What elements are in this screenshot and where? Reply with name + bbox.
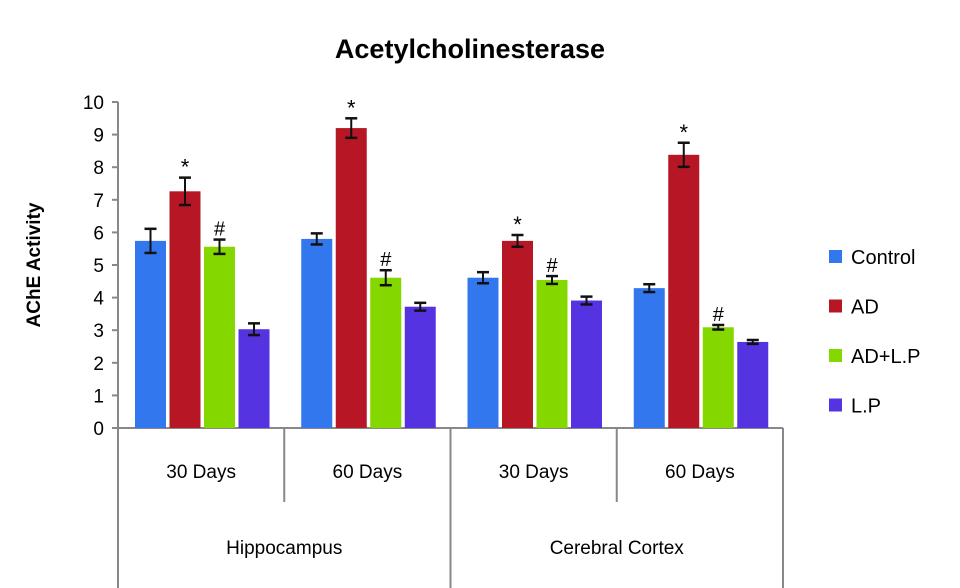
bar-ad xyxy=(668,154,700,428)
y-tick-label: 10 xyxy=(83,93,104,114)
axes: 0 1 2 3 4 5 6 7 8 9 10 30 Days 60 Days 30 Days 60 Days… xyxy=(83,93,784,588)
y-tick-label: 5 xyxy=(93,256,104,277)
bar-control xyxy=(301,238,333,428)
y-tick-label: 9 xyxy=(93,126,104,147)
y-tick-label: 2 xyxy=(93,354,104,375)
y-tick-label: 1 xyxy=(93,386,104,407)
x-category-label: 60 Days xyxy=(333,462,403,483)
legend: Control AD AD+L.P L.P xyxy=(829,247,920,418)
bar-ad xyxy=(169,191,201,428)
legend-swatch xyxy=(829,349,842,362)
bar-ad-l-p xyxy=(204,246,235,428)
bar-l-p xyxy=(571,300,602,428)
chart-title: Acetylcholinesterase xyxy=(335,34,605,64)
bar-ad-l-p xyxy=(536,279,568,428)
significance-mark: * xyxy=(181,155,190,180)
significance-mark: # xyxy=(380,249,392,271)
bars: * * * * # # # # xyxy=(135,95,769,428)
bar-ad xyxy=(335,128,367,428)
legend-label: AD xyxy=(851,297,879,319)
bar-control xyxy=(633,288,665,428)
legend-label: L.P xyxy=(851,396,881,418)
bar-l-p xyxy=(404,306,436,428)
y-tick-label: 4 xyxy=(93,289,104,310)
significance-mark: # xyxy=(214,219,226,241)
legend-swatch xyxy=(829,398,842,412)
significance-mark: * xyxy=(347,95,356,120)
x-category-label: 30 Days xyxy=(499,462,569,483)
y-tick-label: 3 xyxy=(93,321,104,342)
legend-label: Control xyxy=(851,247,915,269)
significance-mark: # xyxy=(713,304,725,326)
x-category-label: 60 Days xyxy=(665,462,735,483)
legend-swatch xyxy=(829,299,842,313)
y-axis-label: AChE Activity xyxy=(24,202,45,327)
y-tick-label: 7 xyxy=(93,191,104,212)
y-tick-label: 6 xyxy=(93,223,104,244)
y-tick-label: 8 xyxy=(93,158,104,179)
significance-mark: # xyxy=(546,255,558,277)
significance-mark: * xyxy=(513,212,522,237)
x-group-label: Cerebral Cortex xyxy=(550,538,685,559)
bar-control xyxy=(467,277,499,428)
x-group-label: Hippocampus xyxy=(226,538,342,559)
significance-mark: * xyxy=(679,120,688,145)
bar-ad-l-p xyxy=(370,277,402,428)
bar-control xyxy=(135,240,166,428)
bar-l-p xyxy=(238,329,270,428)
bar-ad-l-p xyxy=(702,327,734,428)
legend-label: AD+L.P xyxy=(851,346,920,368)
bar-ad xyxy=(502,240,533,428)
legend-swatch xyxy=(829,250,842,263)
bar-l-p xyxy=(737,341,769,428)
x-category-label: 30 Days xyxy=(166,462,236,483)
y-tick-label: 0 xyxy=(93,419,104,440)
